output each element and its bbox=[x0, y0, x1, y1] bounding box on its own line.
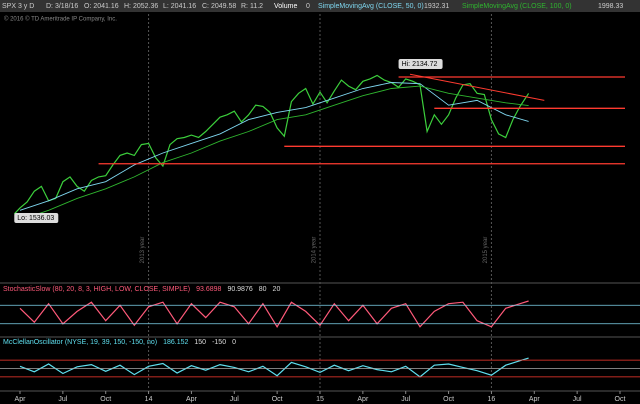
indicator-value: 150 bbox=[194, 339, 206, 346]
legend-value: 1932.31 bbox=[424, 3, 449, 10]
low: L: 2041.16 bbox=[163, 3, 196, 10]
indicator-value: 0 bbox=[232, 339, 236, 346]
indicator-value: -150 bbox=[212, 339, 226, 346]
x-tick-label: Jul bbox=[401, 396, 410, 403]
year-label: 2014 year bbox=[312, 237, 318, 264]
copyright: © 2016 © TD Ameritrade IP Company, Inc. bbox=[4, 16, 117, 23]
x-tick-label: 16 bbox=[488, 396, 496, 403]
moving-average-line bbox=[19, 85, 529, 221]
year-label: 2013 year bbox=[140, 237, 146, 264]
header-bar bbox=[0, 0, 640, 12]
x-tick-label: Oct bbox=[615, 396, 626, 403]
indicator-value: 93.6898 bbox=[196, 286, 221, 293]
x-tick-label: Apr bbox=[357, 396, 369, 403]
trend-line bbox=[409, 73, 545, 101]
x-tick-label: Jul bbox=[573, 396, 582, 403]
x-tick-label: 15 bbox=[316, 396, 324, 403]
x-tick-label: Jul bbox=[230, 396, 239, 403]
indicator-title: StochasticSlow (80, 20, 8, 3, HIGH, LOW,… bbox=[3, 286, 190, 293]
price-line bbox=[19, 300, 529, 328]
x-tick-label: Oct bbox=[443, 396, 454, 403]
indicator-title: McClellanOscillator (NYSE, 19, 39, 150, … bbox=[3, 339, 157, 346]
volume-label: Volume bbox=[274, 3, 297, 10]
close: C: 2049.58 bbox=[202, 3, 236, 10]
x-tick-label: Apr bbox=[529, 396, 541, 403]
high: H: 2052.36 bbox=[124, 3, 158, 10]
indicator-value: 80 bbox=[259, 286, 267, 293]
legend-label: SimpleMovingAvg (CLOSE, 50, 0) bbox=[318, 3, 424, 10]
moving-average-line bbox=[19, 82, 529, 211]
date: D: 3/18/16 bbox=[46, 3, 78, 10]
price-line bbox=[13, 74, 530, 215]
open: O: 2041.16 bbox=[84, 3, 119, 10]
legend-label: SimpleMovingAvg (CLOSE, 100, 0) bbox=[462, 3, 572, 10]
x-tick-label: Oct bbox=[272, 396, 283, 403]
indicator-value: 20 bbox=[273, 286, 281, 293]
annotation: Lo: 1536.03 bbox=[17, 215, 54, 222]
x-tick-label: Apr bbox=[186, 396, 198, 403]
x-tick-label: Jul bbox=[58, 396, 67, 403]
range: R: 11.2 bbox=[241, 3, 263, 10]
year-label: 2015 year bbox=[483, 237, 489, 264]
legend-value: 1998.33 bbox=[598, 3, 623, 10]
annotation-box bbox=[398, 59, 443, 70]
price-line bbox=[19, 357, 529, 378]
x-tick-label: Apr bbox=[15, 396, 27, 403]
indicator-value: 90.9876 bbox=[227, 286, 252, 293]
volume: 0 bbox=[306, 3, 310, 10]
annotation: Hi: 2134.72 bbox=[402, 61, 438, 68]
x-tick-label: Oct bbox=[100, 396, 111, 403]
x-tick-label: 14 bbox=[145, 396, 153, 403]
symbol[interactable]: SPX 3 y D bbox=[2, 3, 34, 10]
annotation-box bbox=[14, 213, 59, 224]
indicator-value: 186.152 bbox=[163, 339, 188, 346]
